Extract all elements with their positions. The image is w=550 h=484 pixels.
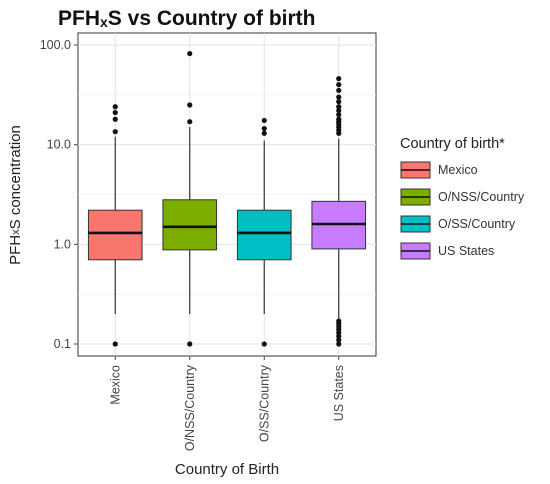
legend-item-2: O/NSS/Country [400,188,525,206]
outlier-point [112,116,118,122]
outlier-point [261,130,267,136]
outlier-point [112,104,118,110]
x-tick-label: Mexico [108,365,122,405]
legend-item-3: O/SS/Country [400,215,516,233]
y-tick-label: 1.0 [54,237,71,251]
box-2 [162,50,218,347]
box-iqr [87,209,143,261]
outlier-point [336,87,342,94]
outlier-point [261,125,267,132]
x-axis-title: Country of Birth [175,461,279,478]
outlier-point [336,341,342,347]
box-3 [236,117,292,347]
outlier-point [336,94,342,100]
outlier-point [336,76,342,82]
outlier-point [187,102,193,108]
legend-title: Country of birth* [400,136,505,152]
legend-item-4: US States [400,242,494,260]
y-axis-ticks: 0.1 1.0 10.0 100.0 [40,38,78,351]
legend-item-1: Mexico [400,161,478,179]
legend: Country of birth* Mexico O/NSS/Country O/S… [400,136,525,260]
outlier-point [187,119,193,125]
outlier-point [336,112,342,118]
y-tick-label: 100.0 [40,38,71,52]
legend-label: US States [438,244,494,258]
outlier-point [336,318,342,324]
outlier-point [336,107,342,114]
y-tick-label: 10.0 [47,138,71,152]
outlier-point [261,341,267,347]
outlier-point [112,341,118,347]
x-tick-label: O/NSS/Country [183,364,197,451]
x-axis-ticks: Mexico O/NSS/Country O/SS/Country US States [108,356,346,451]
box-1 [87,104,143,347]
chart-title: PFHxS vs Country of birth [58,7,315,30]
outlier-point [336,99,342,105]
box-iqr [236,209,292,261]
outlier-point [187,341,193,347]
legend-label: O/NSS/Country [438,190,525,204]
outlier-point [336,116,342,122]
x-tick-label: US States [332,365,346,421]
legend-label: O/SS/Country [438,217,516,231]
box-iqr [162,199,218,251]
y-axis-title: PFHxS concentration [7,125,24,265]
outlier-point [336,104,342,110]
outlier-point [336,82,342,88]
box-4 [311,76,367,347]
outlier-point [261,117,267,124]
legend-label: Mexico [438,163,478,177]
y-tick-label: 0.1 [54,337,71,351]
outlier-point [187,50,193,57]
outlier-point [112,129,118,135]
boxes-group [87,50,367,347]
outlier-point [336,337,342,343]
outlier-point [112,109,118,116]
x-tick-label: O/SS/Country [257,364,271,442]
